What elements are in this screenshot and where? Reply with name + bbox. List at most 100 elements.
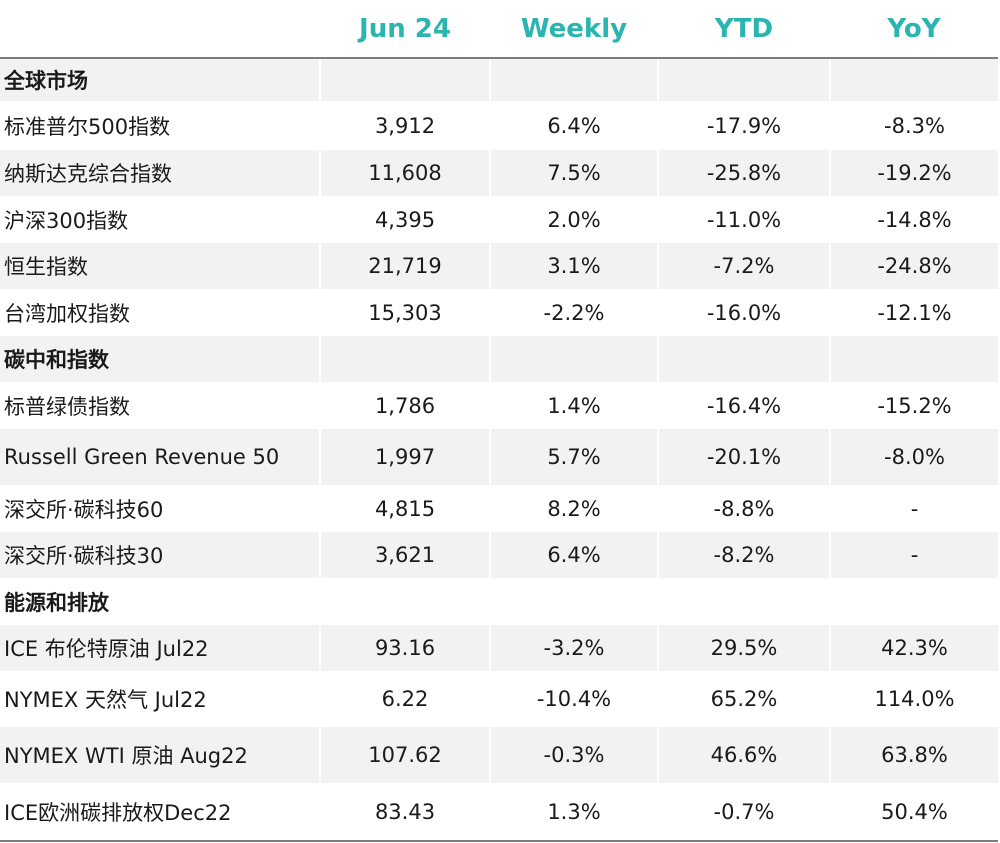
- row-value: 3,912: [320, 101, 491, 150]
- row-yoy: 63.8%: [830, 727, 998, 783]
- table-row: Russell Green Revenue 50 1,997 5.7% -20.…: [0, 429, 998, 485]
- row-ytd: 65.2%: [658, 671, 831, 727]
- row-value: 21,719: [320, 243, 491, 289]
- row-name: ICE欧洲碳排放权Dec22: [0, 783, 321, 842]
- section-row-energy: 能源和排放: [0, 578, 998, 625]
- row-ytd: [658, 578, 831, 625]
- row-value: 107.62: [320, 727, 491, 783]
- row-ytd: -25.8%: [658, 150, 831, 196]
- row-name: 深交所·碳科技60: [0, 485, 321, 532]
- table-row: NYMEX WTI 原油 Aug22 107.62 -0.3% 46.6% 63…: [0, 727, 998, 783]
- row-ytd: -0.7%: [658, 783, 831, 842]
- row-value: 3,621: [320, 532, 491, 578]
- row-yoy: -8.0%: [830, 429, 998, 485]
- row-yoy: [830, 58, 998, 101]
- row-value: 15,303: [320, 289, 491, 336]
- table-row: 深交所·碳科技60 4,815 8.2% -8.8% -: [0, 485, 998, 532]
- row-ytd: [658, 58, 831, 101]
- row-yoy: -14.8%: [877, 207, 952, 232]
- row-weekly: 1.3%: [490, 783, 659, 842]
- row-yoy: -19.2%: [830, 150, 998, 196]
- row-value: 4,395: [320, 196, 491, 243]
- row-weekly: [490, 336, 659, 382]
- row-weekly: 2.0%: [490, 196, 659, 243]
- row-ytd: -7.2%: [658, 243, 831, 289]
- row-weekly: 8.2%: [490, 485, 659, 532]
- row-name: 台湾加权指数: [0, 289, 321, 336]
- header-date: Jun 24: [320, 0, 490, 59]
- row-weekly: -2.2%: [490, 289, 659, 336]
- row-ytd: -16.0%: [658, 289, 831, 336]
- row-weekly: [490, 58, 659, 101]
- row-weekly: 7.5%: [490, 150, 659, 196]
- table-row: ICE欧洲碳排放权Dec22 83.43 1.3% -0.7% 50.4%: [0, 783, 998, 842]
- row-name: Russell Green Revenue 50: [0, 429, 321, 485]
- row-name: 碳中和指数: [0, 336, 321, 382]
- header-yoy: YoY: [830, 0, 998, 59]
- row-value: [320, 336, 491, 382]
- row-weekly: 6.4%: [490, 532, 659, 578]
- row-name: 深交所·碳科技30: [0, 532, 321, 578]
- table-row: 标普绿债指数 1,786 1.4% -16.4% -15.2%: [0, 382, 998, 429]
- section-row-global: 全球市场: [0, 58, 998, 101]
- row-ytd: -8.2%: [658, 532, 831, 578]
- row-name: NYMEX WTI 原油 Aug22: [0, 727, 321, 783]
- table-row: 纳斯达克综合指数 11,608 7.5% -25.8% -19.2%: [0, 150, 998, 196]
- row-ytd: -8.8%: [658, 485, 831, 532]
- row-ytd: -20.1%: [658, 429, 831, 485]
- row-weekly: 6.4%: [490, 101, 659, 150]
- row-weekly: [490, 578, 659, 625]
- section-row-carbon-neutral: 碳中和指数: [0, 336, 998, 382]
- row-yoy: [830, 578, 998, 625]
- row-name: 标普绿债指数: [0, 382, 321, 429]
- table-row: 恒生指数 21,719 3.1% -7.2% -24.8%: [0, 243, 998, 289]
- row-value: 1,997: [320, 429, 491, 485]
- row-weekly: 1.4%: [490, 382, 659, 429]
- row-name: 沪深300指数: [0, 196, 321, 243]
- table-row: 台湾加权指数 15,303 -2.2% -16.0% -12.1%: [0, 289, 998, 336]
- row-value: 11,608: [320, 150, 491, 196]
- row-weekly: -3.2%: [490, 625, 659, 671]
- table-row: ICE 布伦特原油 Jul22 93.16 -3.2% 29.5% 42.3%: [0, 625, 998, 671]
- row-weekly: 3.1%: [490, 243, 659, 289]
- row-name: NYMEX 天然气 Jul22: [0, 671, 321, 727]
- header-ytd: YTD: [658, 0, 830, 59]
- row-yoy: 50.4%: [830, 783, 998, 842]
- row-yoy: 114.0%: [874, 687, 955, 711]
- row-ytd: [658, 336, 831, 382]
- row-value: 83.43: [320, 783, 491, 842]
- table-row: 深交所·碳科技30 3,621 6.4% -8.2% -: [0, 532, 998, 578]
- row-value: 4,815: [320, 485, 491, 532]
- row-name: ICE 布伦特原油 Jul22: [0, 625, 321, 671]
- row-name: 恒生指数: [0, 243, 321, 289]
- row-yoy: -: [830, 532, 998, 578]
- row-ytd: 29.5%: [658, 625, 831, 671]
- row-ytd: 46.6%: [658, 727, 831, 783]
- row-weekly: -0.3%: [490, 727, 659, 783]
- header-row: Jun 24 Weekly YTD YoY: [0, 0, 998, 59]
- table-row: 标准普尔500指数 3,912 6.4% -17.9% -8.3%: [0, 101, 998, 150]
- header-label: [0, 0, 320, 59]
- row-value: 6.22: [320, 671, 491, 727]
- row-value: 1,786: [320, 382, 491, 429]
- row-value: [320, 58, 491, 101]
- row-yoy: -: [910, 496, 919, 521]
- row-weekly: 5.7%: [490, 429, 659, 485]
- row-name: 全球市场: [0, 58, 321, 101]
- row-ytd: -17.9%: [658, 101, 831, 150]
- header-weekly: Weekly: [490, 0, 658, 59]
- row-yoy: 42.3%: [830, 625, 998, 671]
- row-yoy: -12.1%: [877, 300, 952, 325]
- row-yoy: -24.8%: [830, 243, 998, 289]
- row-ytd: -11.0%: [658, 196, 831, 243]
- row-name: 能源和排放: [0, 578, 321, 625]
- row-yoy: -15.2%: [877, 393, 952, 418]
- row-name: 标准普尔500指数: [0, 101, 321, 150]
- row-yoy: [830, 336, 998, 382]
- table-row: NYMEX 天然气 Jul22 6.22 -10.4% 65.2% 114.0%: [0, 671, 998, 727]
- row-name: 纳斯达克综合指数: [0, 150, 321, 196]
- row-value: [320, 578, 491, 625]
- row-yoy: -8.3%: [884, 113, 945, 138]
- table-row: 沪深300指数 4,395 2.0% -11.0% -14.8%: [0, 196, 998, 243]
